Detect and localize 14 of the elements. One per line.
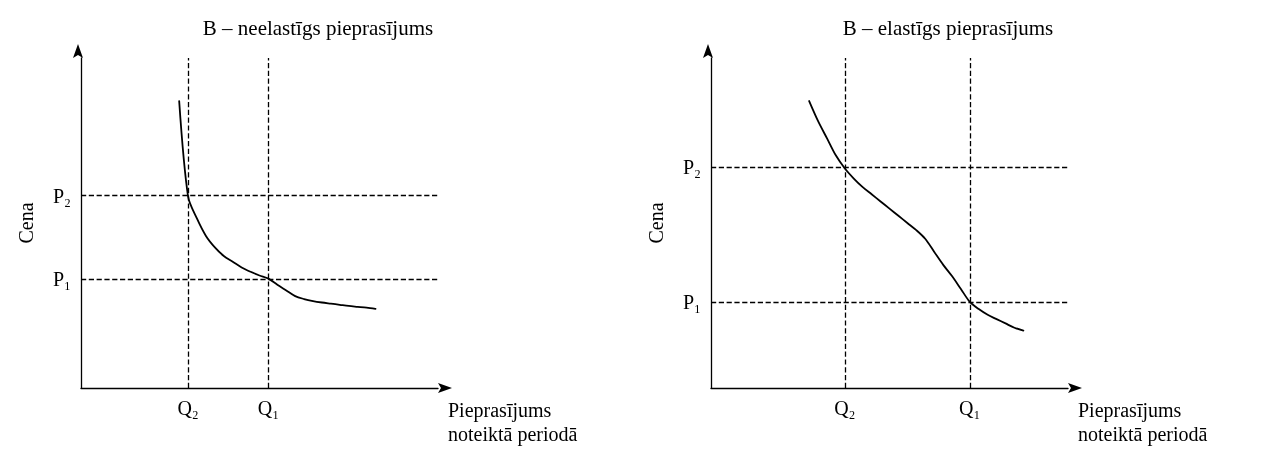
y-axis-title: Cena	[15, 202, 37, 244]
chart-title: B – neelastīgs pieprasījums	[202, 15, 434, 40]
x-tick-label: Q₁	[959, 397, 981, 419]
x-tick-label: Q₂	[177, 397, 199, 419]
x-axis-title: Pieprasījums noteiktā periodā	[448, 399, 578, 446]
chart-title: B – elastīgs pieprasījums	[842, 15, 1054, 40]
x-axis-title: Pieprasījums noteiktā periodā	[1078, 399, 1208, 446]
ref-line-label: P₂	[682, 156, 701, 179]
ref-line-label: P₂	[52, 184, 71, 207]
y-axis-title: Cena	[645, 202, 667, 244]
ref-line-label: P₁	[52, 267, 71, 290]
x-tick-label: Q₁	[257, 397, 280, 419]
ref-line-label: P₁	[682, 290, 701, 313]
x-tick-label: Q₂	[834, 397, 856, 419]
